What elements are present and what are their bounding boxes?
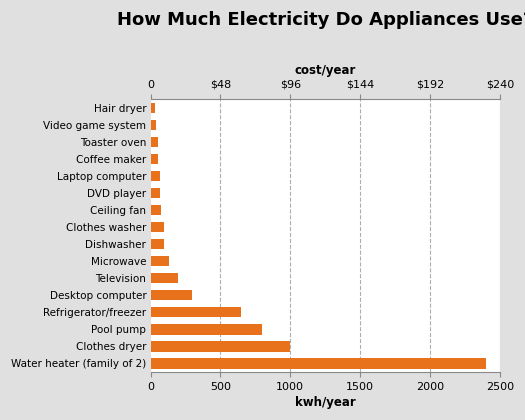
Bar xyxy=(151,239,164,249)
X-axis label: kwh/year: kwh/year xyxy=(295,396,355,409)
Bar xyxy=(151,102,155,113)
Bar xyxy=(151,358,486,369)
Bar xyxy=(151,290,193,300)
X-axis label: cost/year: cost/year xyxy=(295,64,356,77)
Bar xyxy=(151,324,262,334)
Bar xyxy=(151,205,161,215)
Bar xyxy=(151,222,164,232)
Bar xyxy=(151,120,156,130)
Bar xyxy=(151,171,160,181)
Bar xyxy=(151,307,242,318)
Bar xyxy=(151,188,160,198)
Bar xyxy=(151,341,290,352)
Bar xyxy=(151,256,169,266)
Title: How Much Electricity Do Appliances Use?: How Much Electricity Do Appliances Use? xyxy=(117,11,525,29)
Bar xyxy=(151,273,178,284)
Bar xyxy=(151,137,158,147)
Bar xyxy=(151,154,158,164)
